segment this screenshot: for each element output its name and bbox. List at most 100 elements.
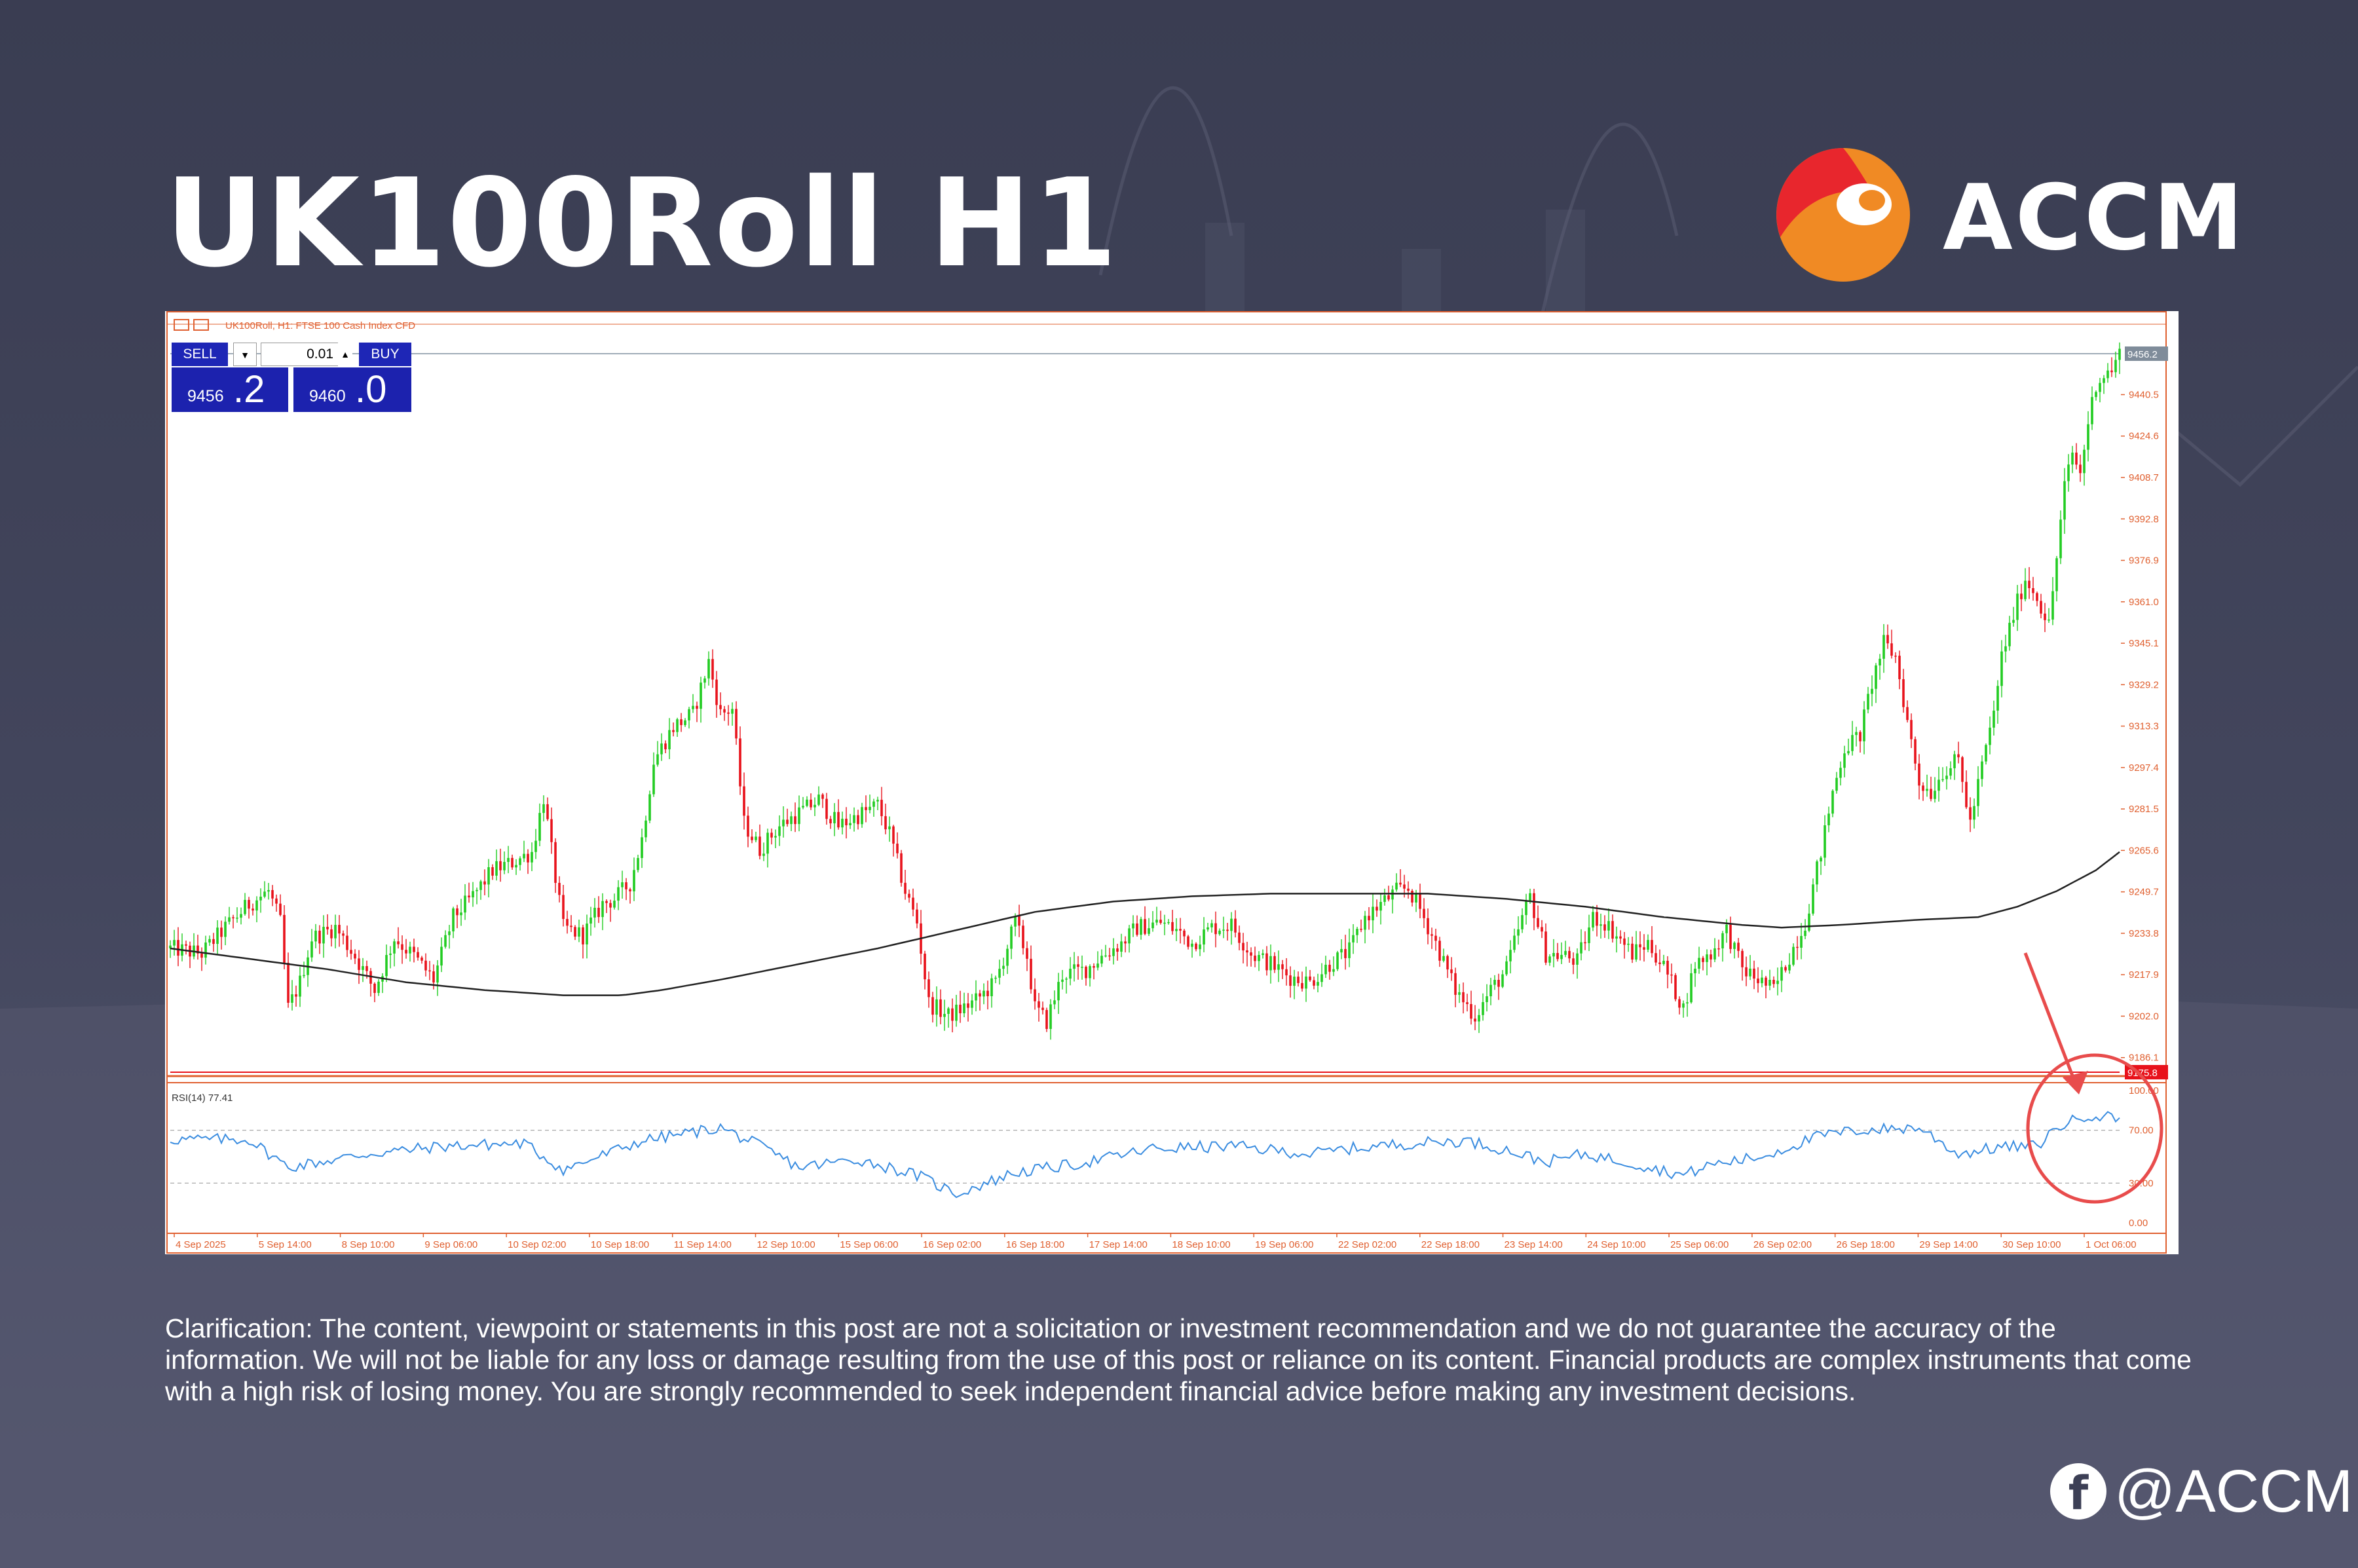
- candle: [252, 903, 254, 916]
- candle: [240, 907, 242, 925]
- candle: [1886, 624, 1889, 649]
- sell-price[interactable]: 9456 .2: [172, 367, 288, 412]
- candle: [1431, 927, 1433, 949]
- candle: [1996, 680, 1999, 724]
- candle: [1564, 941, 1567, 958]
- candle: [1360, 920, 1362, 933]
- candle: [1753, 960, 1755, 990]
- candle: [1733, 941, 1736, 959]
- candle: [1171, 910, 1174, 935]
- candle: [334, 914, 337, 948]
- candle: [1989, 716, 1991, 755]
- candle: [1588, 914, 1590, 952]
- candle: [2032, 576, 2034, 601]
- sell-button[interactable]: SELL: [172, 343, 228, 366]
- buy-price[interactable]: 9460 .0: [293, 367, 411, 412]
- candle: [1179, 918, 1182, 944]
- candle: [554, 838, 557, 893]
- candle: [1002, 958, 1005, 976]
- candle: [1737, 938, 1740, 958]
- candle: [1489, 977, 1492, 1005]
- candle: [1210, 920, 1213, 933]
- candle: [1702, 956, 1704, 971]
- candle: [1835, 772, 1838, 794]
- candle: [959, 990, 962, 1023]
- time-tick-label: 12 Sep 10:00: [757, 1239, 815, 1250]
- rsi-tick-label: 70.00: [2129, 1125, 2154, 1136]
- candle: [943, 999, 946, 1031]
- candle: [487, 859, 490, 898]
- candle: [342, 930, 345, 944]
- candle: [1242, 933, 1244, 963]
- candle: [755, 831, 757, 843]
- candle: [346, 925, 348, 958]
- candle: [593, 898, 596, 928]
- candle: [1309, 970, 1311, 982]
- time-tick-label: 26 Sep 02:00: [1753, 1239, 1812, 1250]
- candle: [696, 701, 698, 722]
- price-tick-label: 9424.6: [2129, 431, 2159, 442]
- candle: [1824, 815, 1826, 867]
- candle: [927, 971, 930, 1008]
- candle: [1230, 912, 1233, 945]
- candle: [869, 794, 871, 813]
- candle: [1199, 935, 1201, 956]
- candle: [1478, 1009, 1480, 1034]
- candle: [1592, 906, 1594, 931]
- candle: [707, 651, 710, 686]
- candle: [1894, 652, 1897, 663]
- candle: [566, 910, 569, 934]
- candle: [1863, 701, 1865, 755]
- candle: [2024, 568, 2027, 602]
- candle: [2106, 363, 2109, 383]
- candle: [884, 803, 887, 834]
- candle: [1175, 918, 1178, 941]
- candle: [2000, 640, 2003, 698]
- candle: [2004, 635, 2007, 663]
- candle: [1541, 920, 1543, 939]
- candle: [1851, 720, 1854, 756]
- candle: [448, 925, 451, 949]
- candle: [1690, 963, 1693, 1004]
- candle: [1124, 936, 1127, 953]
- current-price-badge: [2125, 346, 2168, 362]
- candle: [645, 815, 647, 842]
- candle: [1108, 948, 1111, 961]
- candle: [1568, 946, 1571, 963]
- social-handle[interactable]: f @ACCM: [2050, 1455, 2353, 1527]
- candle: [802, 796, 804, 810]
- time-tick-label: 29 Sep 14:00: [1919, 1239, 1977, 1250]
- candle: [1631, 937, 1634, 963]
- candle: [1120, 933, 1123, 958]
- candle: [2040, 593, 2042, 619]
- candle: [1926, 774, 1928, 797]
- candle: [2016, 585, 2019, 631]
- candle: [1914, 736, 1917, 771]
- candle: [935, 986, 938, 1027]
- candle: [652, 752, 655, 797]
- candle: [1937, 766, 1940, 802]
- candle: [1132, 915, 1134, 937]
- lot-size-input[interactable]: 0.01: [261, 343, 352, 366]
- price-tick-label: 9202.0: [2129, 1011, 2159, 1022]
- buy-button[interactable]: BUY: [359, 343, 411, 366]
- candle: [1533, 888, 1535, 931]
- chart-frame: [165, 311, 2179, 1254]
- lot-dropdown-button[interactable]: ▼: [233, 343, 257, 366]
- lot-increase-button[interactable]: ▲: [338, 343, 352, 366]
- candle: [751, 829, 753, 844]
- candle: [590, 906, 592, 936]
- candle: [507, 846, 510, 874]
- price-tick-label: 9265.6: [2129, 845, 2159, 856]
- one-click-trading-panel: SELL ▼ 0.01 ▲ BUY 9456 .2 9460 .0: [172, 343, 411, 412]
- candle: [1890, 629, 1893, 659]
- candle: [1482, 993, 1484, 1021]
- price-tick-label: 9249.7: [2129, 887, 2159, 898]
- candle: [1993, 700, 1995, 736]
- candle: [1061, 969, 1064, 990]
- candle: [770, 828, 773, 845]
- candle: [1580, 929, 1582, 961]
- candle: [1603, 915, 1606, 938]
